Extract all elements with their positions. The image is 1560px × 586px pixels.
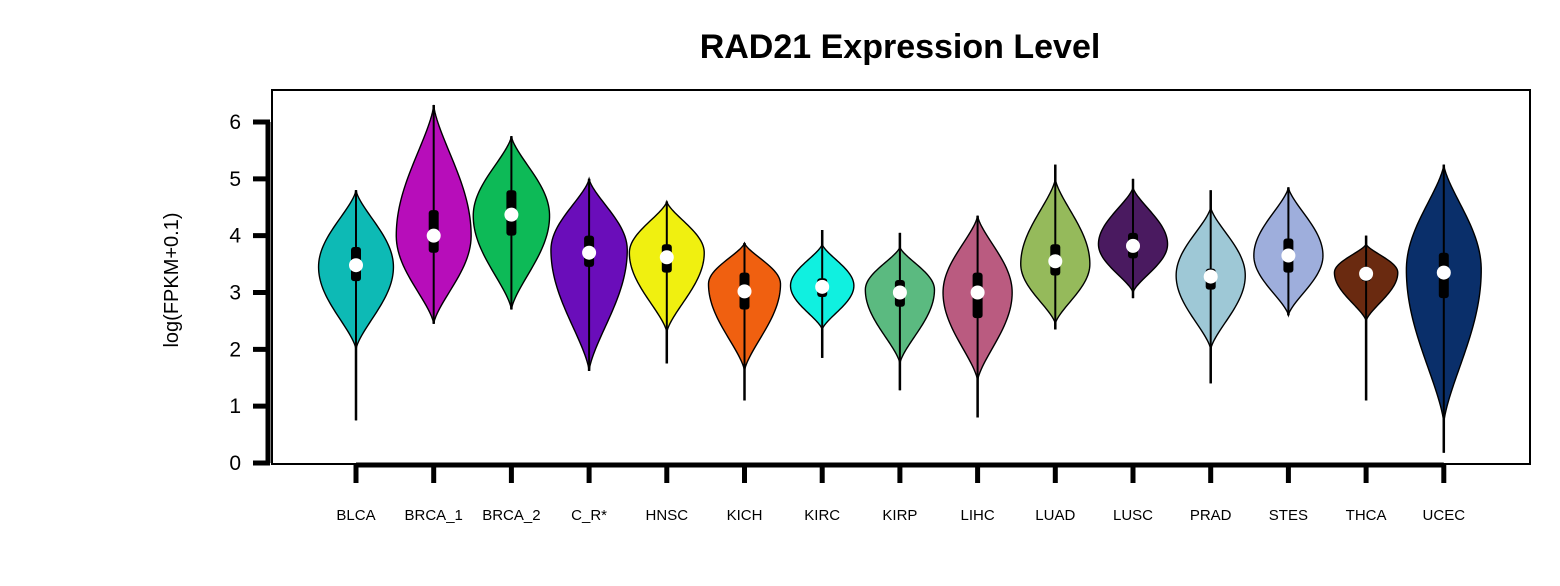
- x-axis: BLCA BRCA_1 BRCA_2 C_R* HNSC KICH KIRC KIRP LIHC…: [336, 462, 1466, 524]
- x-tick-label: KICH: [727, 507, 763, 524]
- x-tick-label: LUAD: [1035, 507, 1075, 524]
- violin-hnsc: [628, 199, 705, 364]
- violin-luad: [1020, 164, 1091, 330]
- y-tick-label: 1: [229, 395, 241, 418]
- y-tick-label: 3: [229, 282, 241, 305]
- x-tick-label: HNSC: [646, 507, 689, 524]
- y-axis-label: log(FPKM+0.1): [161, 212, 183, 347]
- median-dot: [426, 228, 441, 243]
- violin-ucec: [1405, 164, 1482, 453]
- x-tick-label: THCA: [1346, 507, 1387, 524]
- x-tick-label: BLCA: [336, 507, 375, 524]
- median-dot: [1436, 265, 1451, 280]
- median-dot: [659, 250, 674, 265]
- median-dot: [970, 285, 985, 300]
- y-tick-label: 4: [229, 225, 241, 248]
- violins: [317, 104, 1482, 453]
- x-tick-label: C_R*: [571, 507, 607, 524]
- violin-stes: [1253, 187, 1324, 318]
- x-tick-label: STES: [1269, 507, 1308, 524]
- y-tick-label: 2: [229, 338, 241, 361]
- x-tick-label: BRCA_2: [482, 507, 540, 524]
- median-dot: [1126, 238, 1140, 253]
- median-dot: [1281, 248, 1296, 263]
- x-tick-label: PRAD: [1190, 507, 1232, 524]
- violin-lusc: [1097, 178, 1169, 299]
- violin-brca-1: [395, 104, 472, 324]
- violin-prad: [1175, 190, 1246, 384]
- violin-kich: [707, 241, 782, 401]
- violin-brca-2: [472, 136, 551, 310]
- violin-c-r-: [550, 176, 628, 372]
- violin-thca: [1333, 235, 1399, 401]
- median-dot: [815, 279, 830, 294]
- median-dot: [892, 285, 907, 300]
- y-tick-label: 5: [229, 168, 241, 191]
- median-dot: [737, 284, 752, 299]
- violin-lihc: [942, 215, 1013, 418]
- median-dot: [1048, 254, 1063, 269]
- violin-kirc: [789, 229, 855, 358]
- median-dot: [504, 207, 519, 222]
- median-dot: [1203, 269, 1218, 284]
- chart-title: RAD21 Expression Level: [700, 28, 1101, 66]
- x-tick-label: BRCA_1: [405, 507, 463, 524]
- x-tick-label: KIRC: [804, 507, 840, 524]
- x-tick-label: UCEC: [1423, 507, 1466, 524]
- y-tick-label: 0: [229, 452, 241, 475]
- median-dot: [582, 245, 597, 260]
- violin-blca: [317, 190, 395, 421]
- median-dot: [349, 258, 363, 273]
- median-dot: [1359, 266, 1374, 281]
- y-axis: 0 1 2 3 4 5 6: [229, 111, 271, 475]
- violin-kirp: [864, 232, 936, 391]
- x-tick-label: LIHC: [961, 507, 995, 524]
- y-tick-label: 6: [229, 111, 241, 134]
- x-tick-label: KIRP: [882, 507, 917, 524]
- x-tick-label: LUSC: [1113, 507, 1153, 524]
